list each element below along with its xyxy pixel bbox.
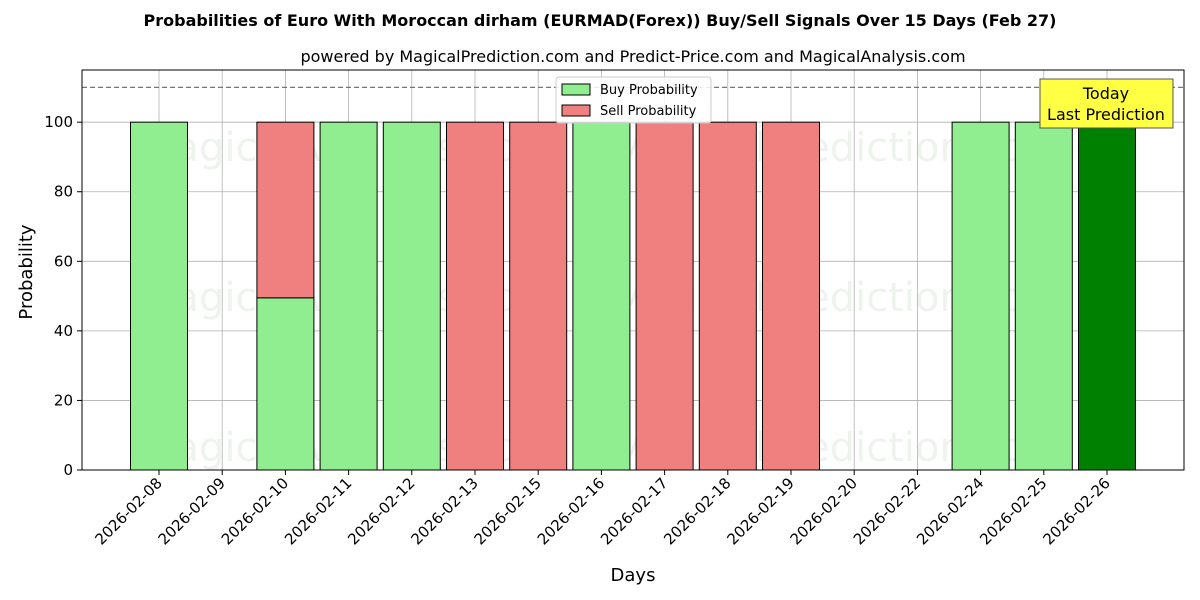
x-tick-label: 2026-02-10 bbox=[218, 474, 292, 548]
y-axis-ticks: 0 20 40 60 80 100 bbox=[44, 113, 82, 479]
annotation-text: Today bbox=[1082, 84, 1129, 103]
annotation-box bbox=[1039, 78, 1174, 129]
sell-bar bbox=[509, 121, 568, 471]
x-tick-label: 2026-02-17 bbox=[597, 474, 671, 548]
buy-bar bbox=[1014, 121, 1073, 471]
buy-bar bbox=[1078, 121, 1136, 471]
buy-bar bbox=[572, 121, 631, 471]
x-tick-label: 2026-02-19 bbox=[723, 474, 797, 548]
x-tick-label: 2026-02-11 bbox=[281, 474, 355, 548]
x-tick-label: 2026-02-18 bbox=[660, 474, 734, 548]
buy-bar bbox=[256, 297, 315, 471]
x-axis-label: Days bbox=[611, 565, 656, 586]
sell-bar bbox=[698, 121, 757, 471]
legend-label: Buy Probability bbox=[600, 83, 698, 98]
sell-bar bbox=[446, 121, 504, 471]
y-tick-label: 20 bbox=[54, 391, 73, 409]
y-tick-label: 60 bbox=[54, 252, 73, 270]
x-tick-label: 2026-02-22 bbox=[850, 474, 924, 548]
x-tick-label: 2026-02-25 bbox=[976, 474, 1050, 548]
x-tick-label: 2026-02-09 bbox=[155, 474, 229, 548]
y-tick-label: 40 bbox=[54, 322, 73, 340]
y-axis-label: Probability bbox=[16, 224, 37, 319]
x-axis-ticks: 2026-02-082026-02-092026-02-102026-02-11… bbox=[91, 470, 1114, 548]
x-tick-label: 2026-02-26 bbox=[1039, 474, 1113, 548]
x-tick-label: 2026-02-13 bbox=[407, 474, 481, 548]
y-tick-label: 80 bbox=[54, 183, 73, 201]
buy-bar bbox=[951, 121, 1010, 471]
legend: Buy Probability Sell Probability bbox=[555, 76, 712, 124]
x-tick-label: 2026-02-08 bbox=[91, 474, 165, 548]
bars bbox=[130, 121, 1136, 471]
plot-frame bbox=[81, 69, 1185, 471]
today-annotation: Today Last Prediction bbox=[1039, 78, 1174, 129]
y-tick-label: 0 bbox=[63, 461, 73, 479]
sell-bar bbox=[635, 121, 694, 471]
legend-box bbox=[555, 76, 712, 124]
annotation-text: Last Prediction bbox=[1047, 105, 1165, 124]
legend-swatch bbox=[561, 104, 591, 117]
legend-label: Sell Probability bbox=[600, 104, 697, 119]
x-tick-label: 2026-02-20 bbox=[787, 474, 861, 548]
buy-bar bbox=[319, 121, 378, 471]
legend-swatch bbox=[561, 83, 591, 96]
x-tick-label: 2026-02-12 bbox=[344, 474, 418, 548]
x-tick-label: 2026-02-24 bbox=[913, 474, 987, 548]
buy-bar bbox=[382, 121, 441, 471]
x-tick-label: 2026-02-16 bbox=[534, 474, 608, 548]
y-tick-label: 100 bbox=[44, 113, 73, 131]
sell-bar bbox=[762, 121, 820, 471]
sell-bar bbox=[256, 121, 315, 299]
buy-bar bbox=[130, 121, 188, 471]
chart-subtitle: powered by MagicalPrediction.com and Pre… bbox=[300, 47, 965, 66]
x-tick-label: 2026-02-15 bbox=[471, 474, 545, 548]
chart-title: Probabilities of Euro With Moroccan dirh… bbox=[144, 11, 1057, 30]
